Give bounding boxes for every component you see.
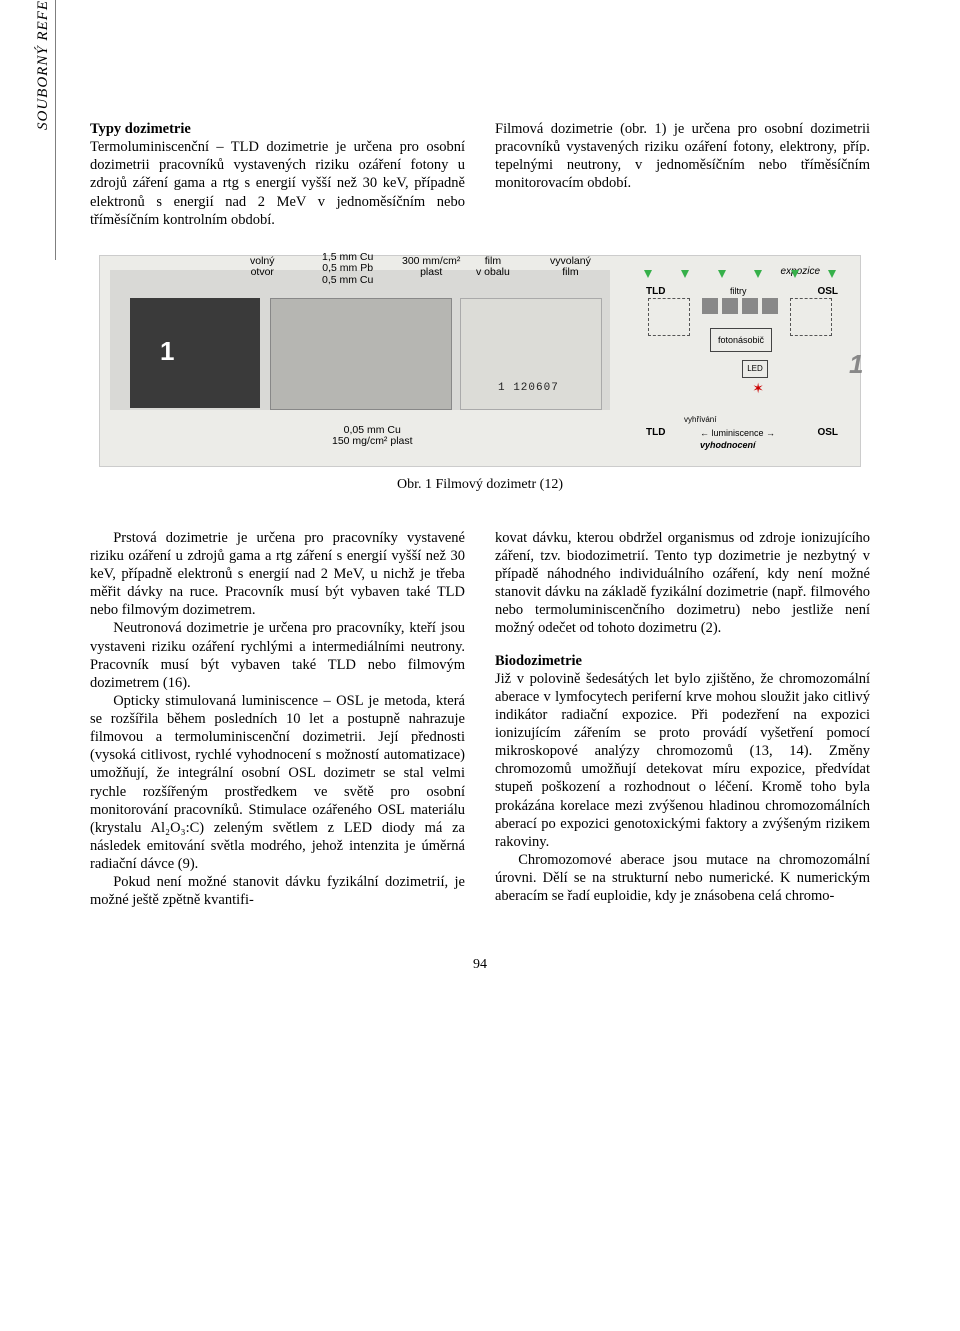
sidebar-rule xyxy=(55,0,56,260)
filter-icon xyxy=(702,298,718,314)
body-right-p3: Chromozomové aberace jsou mutace na chro… xyxy=(495,851,870,905)
schematic-tld-box xyxy=(648,298,690,336)
anno-plast-300: 300 mm/cm²plast xyxy=(402,256,460,279)
anno-cu-pb-cu: 1,5 mm Cu0,5 mm Pb0,5 mm Cu xyxy=(322,252,373,287)
sidebar-section-label: SOUBORNÝ REFERÁT xyxy=(35,0,52,130)
biodozimetrie-heading: Biodozimetrie xyxy=(495,652,870,670)
filter-icon xyxy=(742,298,758,314)
schematic-tld-label-top: TLD xyxy=(646,286,665,297)
dosimeter-photo: 1 1 1 120607 xyxy=(110,270,610,410)
schematic-luminiscence-label: ← luminiscence → xyxy=(700,428,775,438)
filter-icon xyxy=(762,298,778,314)
dosimeter-label-1b: 1 xyxy=(849,349,863,380)
schematic-osl-label-bottom: OSL xyxy=(817,427,838,438)
schematic-osl-box xyxy=(790,298,832,336)
arrow-icon xyxy=(791,270,799,278)
body-left-p4: Pokud není možné stanovit dávku fyzikáln… xyxy=(90,873,465,909)
arrow-icon xyxy=(644,270,652,278)
schematic-led: LED xyxy=(742,360,768,378)
schematic-vyhodnoceni-label: vyhodnocení xyxy=(700,440,756,450)
anno-volny-otvor: volnýotvor xyxy=(250,256,275,279)
body-columns: Prstová dozimetrie je určena pro pracovn… xyxy=(90,529,870,910)
schematic-diagram: expozice TLD OSL filtry fotonásobič LE xyxy=(630,268,850,452)
dosimeter-label-1a: 1 xyxy=(160,336,174,367)
intro-column-left: Typy dozimetrie Termoluminiscenční – TLD… xyxy=(90,120,465,229)
dosimeter-open xyxy=(270,298,452,410)
arrow-icon xyxy=(754,270,762,278)
dosimeter-closed: 1 xyxy=(130,298,260,408)
arrow-icon xyxy=(681,270,689,278)
page-content: SOUBORNÝ REFERÁT Typy dozimetrie Termolu… xyxy=(0,0,960,1331)
anno-film-vobalu: filmv obalu xyxy=(476,256,510,279)
schematic-osl-label-top: OSL xyxy=(817,286,838,297)
schematic-filters xyxy=(700,298,780,316)
intro-column-right: Filmová dozimetrie (obr. 1) je určena pr… xyxy=(495,120,870,229)
body-left-p2: Neutronová dozimetrie je určena pro prac… xyxy=(90,619,465,692)
intro-columns: Typy dozimetrie Termoluminiscenční – TLD… xyxy=(90,120,870,229)
page-number: 94 xyxy=(90,957,870,973)
intro-right-text: Filmová dozimetrie (obr. 1) je určena pr… xyxy=(495,121,870,191)
schematic-arrows xyxy=(630,270,850,278)
figure-1: 1 1 1 120607 volnýotvor 1,5 mm Cu0,5 mm … xyxy=(99,255,861,467)
body-right-p2: Již v polovině šedesátých let bylo zjišt… xyxy=(495,670,870,851)
intro-left-text: Termoluminiscenční – TLD dozimetrie je u… xyxy=(90,139,465,228)
anno-bottom: 0,05 mm Cu150 mg/cm² plast xyxy=(332,425,413,448)
body-right-p1: kovat dávku, kterou obdržel organismus o… xyxy=(495,529,870,638)
schematic-fotonasobic: fotonásobič xyxy=(710,328,772,352)
body-column-left: Prstová dozimetrie je určena pro pracovn… xyxy=(90,529,465,910)
body-left-p3: Opticky stimulovaná luminiscence – OSL j… xyxy=(90,692,465,873)
schematic-led-star-icon: ✶ xyxy=(752,380,764,397)
body-left-p1: Prstová dozimetrie je určena pro pracovn… xyxy=(90,529,465,620)
body-column-right: kovat dávku, kterou obdržel organismus o… xyxy=(495,529,870,910)
arrow-icon xyxy=(718,270,726,278)
typy-dozimetrie-heading: Typy dozimetrie xyxy=(90,121,191,137)
figure-1-caption: Obr. 1 Filmový dozimetr (12) xyxy=(90,477,870,493)
arrow-icon xyxy=(828,270,836,278)
dosimeter-serial-number: 1 120607 xyxy=(498,382,559,394)
schematic-filtry-label: filtry xyxy=(730,286,747,296)
schematic-tld-label-bottom: TLD xyxy=(646,427,665,438)
filter-icon xyxy=(722,298,738,314)
schematic-vyhrivani-label: vyhřívání xyxy=(684,415,716,424)
anno-vyvolany-film: vyvolanýfilm xyxy=(550,256,591,279)
